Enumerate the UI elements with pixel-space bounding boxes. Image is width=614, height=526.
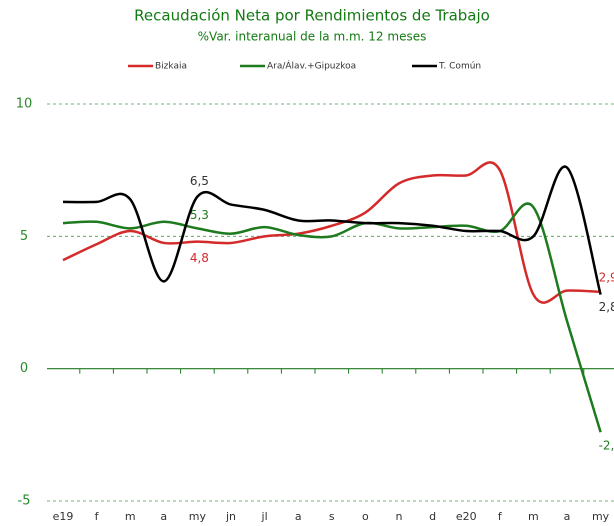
chart-title: Recaudación Neta por Rendimientos de Tra… (134, 7, 490, 25)
x-tick-label: f (498, 510, 503, 523)
series-line (62, 165, 602, 295)
data-label: 6,5 (190, 174, 209, 188)
x-tick-label: my (592, 510, 610, 523)
y-tick-label: 0 (20, 361, 28, 376)
x-tick-label: d (429, 510, 436, 523)
y-tick-label: 10 (16, 97, 33, 112)
series-line (62, 161, 601, 304)
y-tick-label: -5 (18, 494, 31, 509)
x-tick-label: jn (225, 510, 236, 523)
data-label: -2,4 (599, 439, 614, 453)
x-tick-label: m (528, 510, 539, 523)
legend-label: Ara/Álav.+Gipuzkoa (267, 60, 356, 72)
series-line (62, 202, 602, 433)
x-tick-label: a (295, 510, 302, 523)
x-tick-label: jl (261, 510, 268, 523)
data-label: 2,8 (599, 300, 614, 314)
x-tick-label: e20 (456, 510, 477, 523)
x-tick-label: my (189, 510, 207, 523)
x-tick-label: n (396, 510, 403, 523)
x-tick-label: a (564, 510, 571, 523)
x-tick-label: o (362, 510, 369, 523)
x-tick-label: e19 (53, 510, 74, 523)
chart-subtitle: %Var. interanual de la m.m. 12 meses (198, 30, 427, 44)
x-tick-label: m (125, 510, 136, 523)
legend-label: Bizkaia (155, 62, 187, 72)
data-label: 5,3 (190, 208, 209, 222)
x-tick-label: s (329, 510, 335, 523)
x-tick-label: a (160, 510, 167, 523)
legend-label: T. Común (438, 62, 481, 72)
y-tick-label: 5 (20, 229, 28, 244)
data-label: 2,9 (599, 270, 614, 284)
x-tick-label: f (95, 510, 100, 523)
data-label: 4,8 (190, 251, 209, 265)
